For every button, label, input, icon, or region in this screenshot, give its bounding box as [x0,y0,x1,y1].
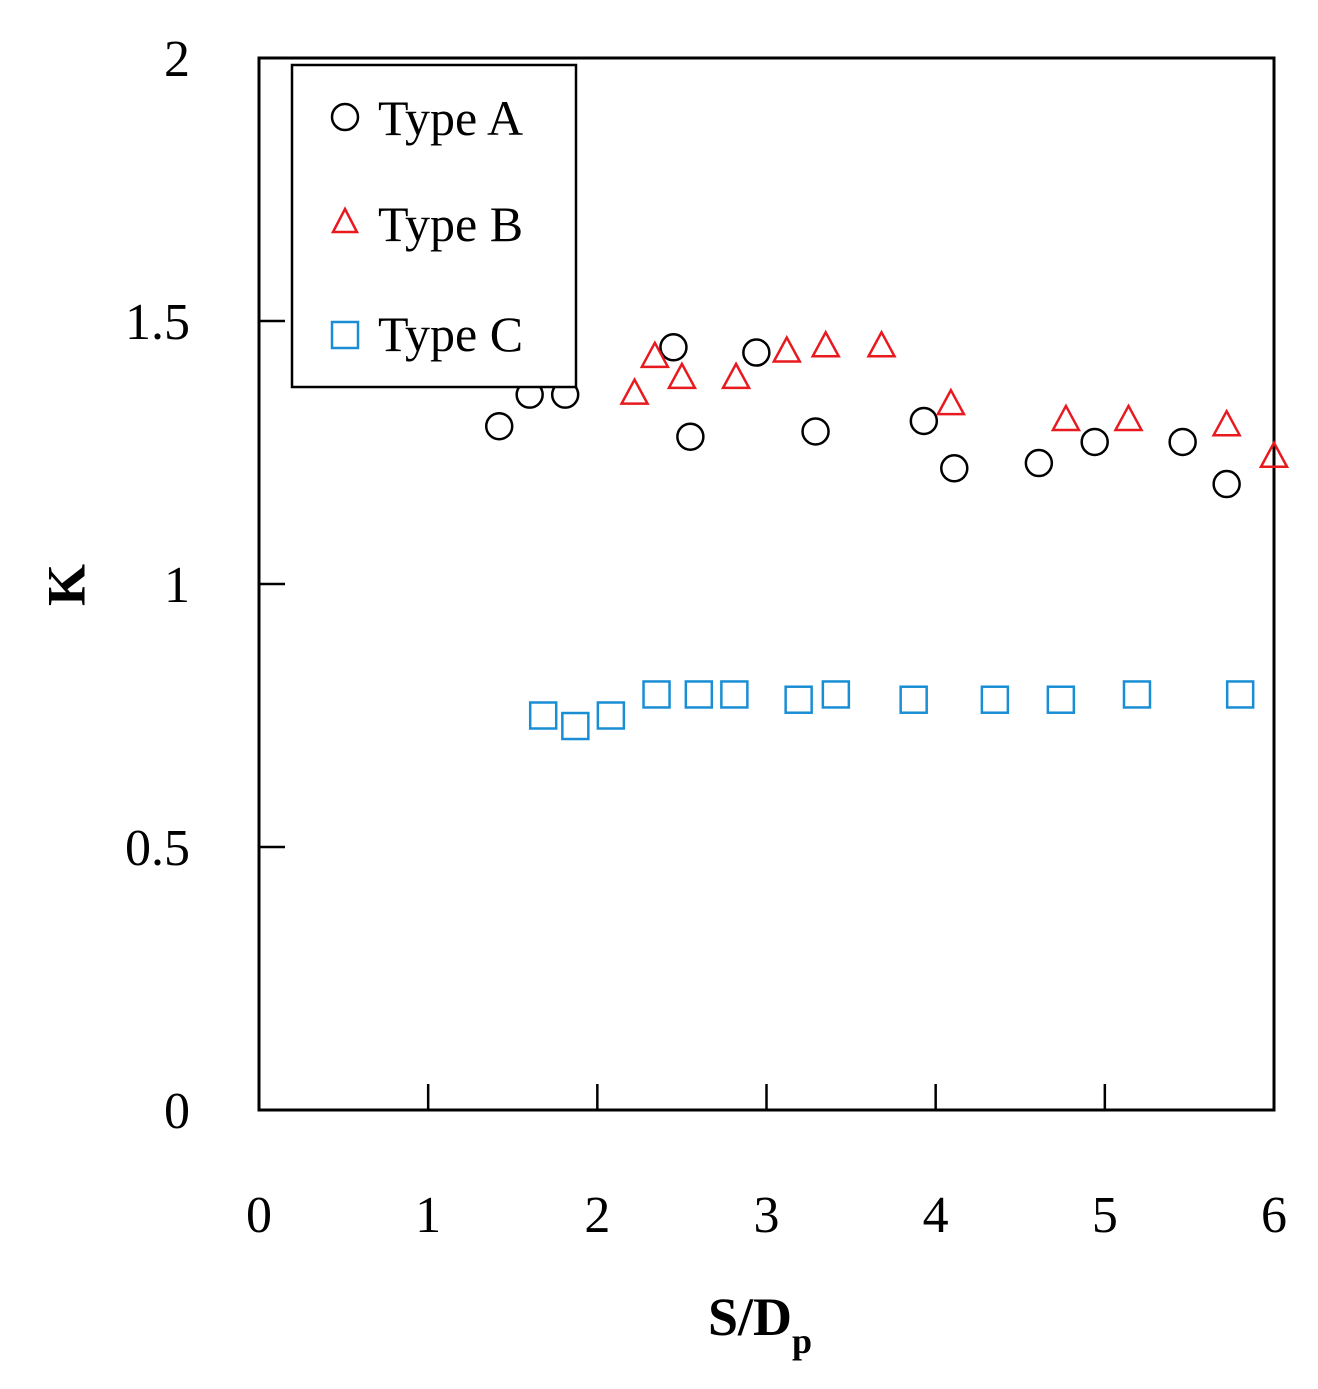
type-a-point [676,422,705,451]
type-b-point [1113,403,1144,432]
type-a-point [742,338,771,367]
x-axis-title-subscript: p [792,1321,812,1361]
type-c-point [596,701,626,730]
type-b-point [935,387,966,416]
type-b-point [810,329,841,358]
type-c-point [980,685,1010,714]
type-a-point [1024,448,1054,478]
type-c-point [561,711,590,741]
type-a-point [909,406,939,436]
type-c-point [1122,680,1152,709]
legend-item-type-c: Type C [330,306,523,362]
x-tick-label: 0 [246,1187,272,1244]
type-b-point [1050,403,1082,432]
y-tick-label: 0.5 [125,820,190,877]
x-tick-label: 4 [923,1187,949,1244]
type-c-point [784,685,813,714]
type-c-point [1046,685,1076,714]
type-a-point [1080,427,1109,457]
type-b-point [639,340,670,369]
type-c-point [642,680,671,709]
y-axis-title: K [36,564,96,606]
legend-marker-square [330,320,360,350]
type-b-point [619,377,650,405]
x-tick-label: 1 [415,1187,441,1244]
type-a-point [801,417,830,446]
x-axis-title: S/Dp [708,1287,812,1361]
x-tick-label: 3 [754,1187,780,1244]
data-points [484,329,1290,741]
type-b-point [1211,408,1242,437]
y-tick-label: 2 [164,31,190,88]
type-a-point [940,454,969,483]
legend-label-type-c: Type C [378,306,523,362]
type-c-point [1225,680,1255,709]
legend-marker-triangle [330,206,360,234]
type-c-point [684,680,714,709]
legend: Type A Type B Type C [290,63,578,389]
y-tick-label: 0 [164,1083,190,1140]
y-tick-label: 1.5 [125,294,190,351]
legend-item-type-a: Type A [330,90,523,146]
legend-item-type-b: Type B [330,196,523,252]
x-tick-label: 6 [1261,1187,1287,1244]
type-b-point [771,334,802,363]
type-a-point [484,411,514,441]
axis-tick-labels: 0 1 2 3 4 5 6 0 0.5 1 1.5 2 [125,31,1287,1244]
type-b-point [866,329,897,358]
type-c-point [720,680,749,709]
type-b-point [1258,440,1290,469]
type-c-point [899,685,928,714]
x-axis-title-main: S/D [708,1287,792,1347]
type-c-point [821,680,851,709]
type-a-point [1168,427,1197,457]
legend-label-type-a: Type A [378,90,523,146]
x-tick-label: 5 [1092,1187,1118,1244]
type-a-point [659,333,688,362]
y-tick-label: 1 [164,557,190,614]
legend-box [290,63,578,389]
type-c-point [528,701,558,730]
axis-ticks [259,319,1107,1110]
type-b-point [720,361,752,390]
legend-label-type-b: Type B [378,196,523,252]
legend-marker-circle [330,102,360,132]
type-b-point [666,361,698,390]
x-tick-label: 2 [584,1187,610,1244]
type-a-point [1212,469,1241,499]
